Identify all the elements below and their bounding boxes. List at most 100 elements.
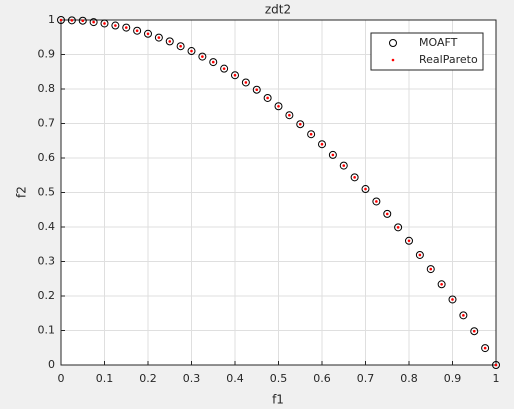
x-tick-label: 0.3 — [183, 372, 201, 385]
marker — [361, 185, 370, 194]
marker — [353, 176, 356, 179]
y-tick-label: 0.3 — [38, 255, 56, 268]
marker — [470, 327, 479, 336]
legend-box — [370, 32, 484, 71]
marker — [407, 239, 411, 243]
marker — [350, 173, 359, 182]
marker — [339, 161, 348, 170]
marker — [89, 18, 98, 27]
marker — [309, 132, 313, 136]
marker — [440, 282, 443, 286]
marker — [165, 37, 174, 46]
marker — [122, 23, 131, 32]
marker — [176, 42, 185, 51]
marker — [198, 52, 207, 61]
marker — [59, 18, 63, 22]
marker — [318, 140, 326, 149]
marker — [426, 265, 435, 274]
y-tick-label: 0.5 — [38, 186, 56, 199]
x-tick-label: 0.4 — [226, 372, 244, 385]
y-tick-label: 0.1 — [38, 324, 56, 337]
marker — [415, 250, 424, 259]
marker — [448, 295, 457, 304]
x-axis-label: f1 — [272, 393, 284, 407]
marker — [157, 36, 161, 39]
x-tick-label: 0.2 — [139, 372, 157, 385]
x-tick-label: 0.6 — [313, 372, 331, 385]
x-tick-label: 0.7 — [357, 372, 375, 385]
marker — [190, 49, 193, 53]
x-tick-label: 0.8 — [400, 372, 418, 385]
marker — [266, 96, 269, 100]
marker — [472, 329, 476, 333]
y-tick-label: 0.9 — [38, 48, 56, 61]
legend-marker — [389, 39, 397, 47]
x-tick-label: 0.9 — [444, 372, 462, 385]
marker — [394, 223, 403, 232]
y-tick-label: 0.4 — [38, 220, 56, 233]
marker — [375, 200, 378, 203]
marker — [244, 81, 248, 84]
marker — [296, 120, 305, 129]
marker — [429, 267, 433, 271]
marker — [342, 164, 346, 167]
marker — [405, 236, 413, 245]
marker — [209, 58, 218, 67]
marker — [135, 29, 139, 32]
marker — [307, 130, 316, 139]
x-tick-label: 1 — [493, 372, 500, 385]
marker — [179, 44, 182, 48]
marker — [418, 253, 422, 257]
marker — [187, 47, 196, 56]
marker — [78, 16, 87, 25]
marker — [222, 67, 226, 70]
marker — [255, 88, 259, 91]
marker — [385, 212, 389, 216]
marker — [168, 40, 172, 43]
y-axis-label: f2 — [15, 186, 29, 198]
marker — [231, 71, 239, 80]
chart-title: zdt2 — [265, 3, 291, 17]
marker — [263, 93, 272, 102]
marker — [298, 122, 302, 126]
marker — [437, 280, 446, 289]
marker — [67, 16, 76, 25]
marker — [328, 150, 337, 159]
marker — [288, 113, 291, 117]
y-tick-label: 0.6 — [38, 151, 56, 164]
marker — [483, 346, 487, 350]
marker — [114, 24, 117, 27]
y-tick-label: 0.8 — [38, 82, 56, 95]
marker — [492, 361, 500, 369]
marker — [331, 153, 335, 157]
marker — [459, 311, 468, 320]
marker — [100, 19, 109, 28]
marker — [57, 16, 65, 24]
marker — [372, 197, 381, 206]
marker — [285, 111, 294, 120]
marker — [241, 78, 250, 87]
marker — [81, 19, 85, 22]
marker — [364, 187, 367, 191]
marker — [252, 85, 261, 94]
marker — [154, 33, 163, 42]
x-tick-label: 0 — [58, 372, 65, 385]
y-tick-label: 1 — [48, 13, 55, 26]
axes-box — [60, 19, 497, 366]
marker — [146, 32, 150, 36]
y-tick-label: 0 — [48, 358, 55, 371]
marker — [494, 363, 498, 367]
marker — [103, 22, 106, 25]
marker — [220, 64, 229, 73]
marker — [462, 314, 465, 317]
legend-label: RealPareto — [419, 53, 478, 66]
y-tick-label: 0.2 — [38, 289, 56, 302]
marker — [320, 142, 324, 146]
marker — [274, 102, 283, 111]
marker — [201, 55, 204, 58]
marker — [451, 298, 454, 301]
marker — [233, 73, 237, 77]
marker — [133, 26, 142, 35]
marker — [277, 104, 280, 108]
